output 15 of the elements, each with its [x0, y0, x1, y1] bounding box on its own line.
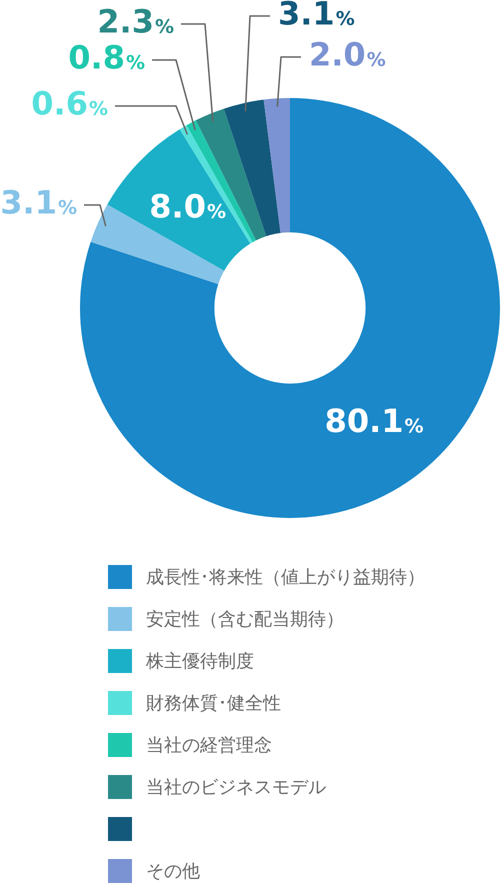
data-label: 0.8%	[68, 38, 146, 76]
data-label: 3.1%	[278, 0, 355, 32]
legend-label: その他	[146, 860, 200, 883]
legend-label: 当社の経営理念	[146, 734, 272, 757]
data-label: 0.6%	[31, 84, 108, 122]
data-label: 2.3%	[97, 2, 174, 40]
legend-label: 安定性（含む配当期待）	[146, 608, 344, 631]
data-label: 80.1%	[324, 402, 424, 440]
legend-label: 株主優待制度	[146, 650, 254, 673]
legend-label: 財務体質･健全性	[146, 692, 281, 715]
legend-label: 成長性･将来性（値上がり益期待）	[146, 566, 425, 589]
data-label: 2.0%	[309, 35, 386, 74]
legend-label: 当社のビジネスモデル	[146, 776, 326, 799]
data-label: 3.1%	[0, 183, 78, 222]
data-label: 8.0%	[149, 187, 226, 226]
